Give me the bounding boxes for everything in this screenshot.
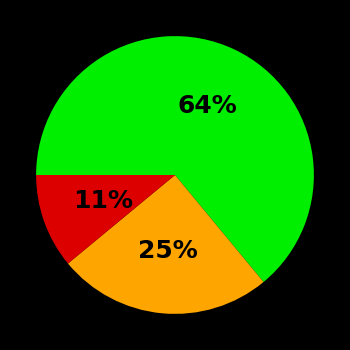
Text: 11%: 11%: [73, 189, 133, 213]
Text: 25%: 25%: [138, 239, 198, 263]
Wedge shape: [68, 175, 264, 314]
Wedge shape: [36, 175, 175, 264]
Wedge shape: [36, 36, 314, 282]
Text: 64%: 64%: [178, 94, 237, 118]
